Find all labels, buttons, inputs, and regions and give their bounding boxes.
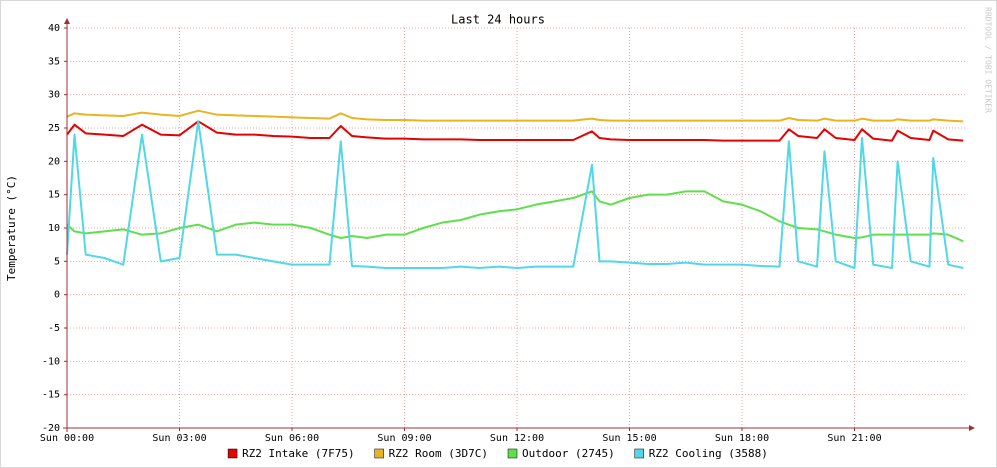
- y-tick-label: -5: [48, 323, 60, 334]
- series-line: [66, 109, 964, 123]
- y-tick-label: 25: [48, 123, 60, 134]
- x-tick-label: Sun 12:00: [490, 433, 544, 444]
- y-axis-label: Temperature (°C): [5, 175, 18, 281]
- series-line: [66, 190, 964, 243]
- x-tick-label: Sun 03:00: [152, 433, 206, 444]
- y-tick-label: 40: [48, 23, 60, 34]
- y-tick-label: 0: [54, 290, 60, 301]
- y-tick-label: 20: [48, 156, 60, 167]
- legend-label: RZ2 Intake (7F75): [242, 447, 355, 460]
- legend-label: Outdoor (2745): [522, 447, 615, 460]
- y-tick-label: 35: [48, 56, 60, 67]
- y-tick-label: -20: [42, 423, 60, 434]
- x-tick-label: Sun 09:00: [377, 433, 431, 444]
- legend-swatch: [634, 448, 644, 459]
- y-tick-label: 30: [48, 90, 60, 101]
- axes: [63, 18, 975, 432]
- plot: [66, 109, 964, 269]
- chart-title: Last 24 hours: [451, 13, 545, 27]
- series-line: [66, 120, 964, 142]
- y-tick-label: -15: [42, 390, 60, 401]
- legend-swatch: [227, 448, 238, 459]
- legend-swatch: [507, 448, 518, 459]
- y-tick-label: 15: [48, 190, 60, 201]
- series-line: [66, 120, 964, 269]
- watermark: RRDTOOL / TOBI OETIKER: [984, 7, 993, 113]
- x-tick-label: Sun 15:00: [602, 433, 656, 444]
- y-tick-label: -10: [42, 356, 60, 367]
- x-tick-label: Sun 00:00: [40, 433, 94, 444]
- y-tick-label: 10: [48, 223, 60, 234]
- legend-label: RZ2 Room (3D7C): [389, 447, 488, 460]
- y-tick-label: 5: [54, 256, 60, 267]
- x-axis-arrow: [969, 425, 975, 431]
- x-tick-label: Sun 06:00: [265, 433, 319, 444]
- x-tick-label: Sun 18:00: [715, 433, 769, 444]
- legend-label: RZ2 Cooling (3588): [649, 447, 768, 460]
- y-axis-arrow: [64, 18, 70, 24]
- x-tick-label: Sun 21:00: [827, 433, 881, 444]
- legend: RZ2 Intake (7F75) RZ2 Room (3D7C) Outdoor …: [227, 447, 768, 460]
- legend-swatch: [374, 448, 384, 459]
